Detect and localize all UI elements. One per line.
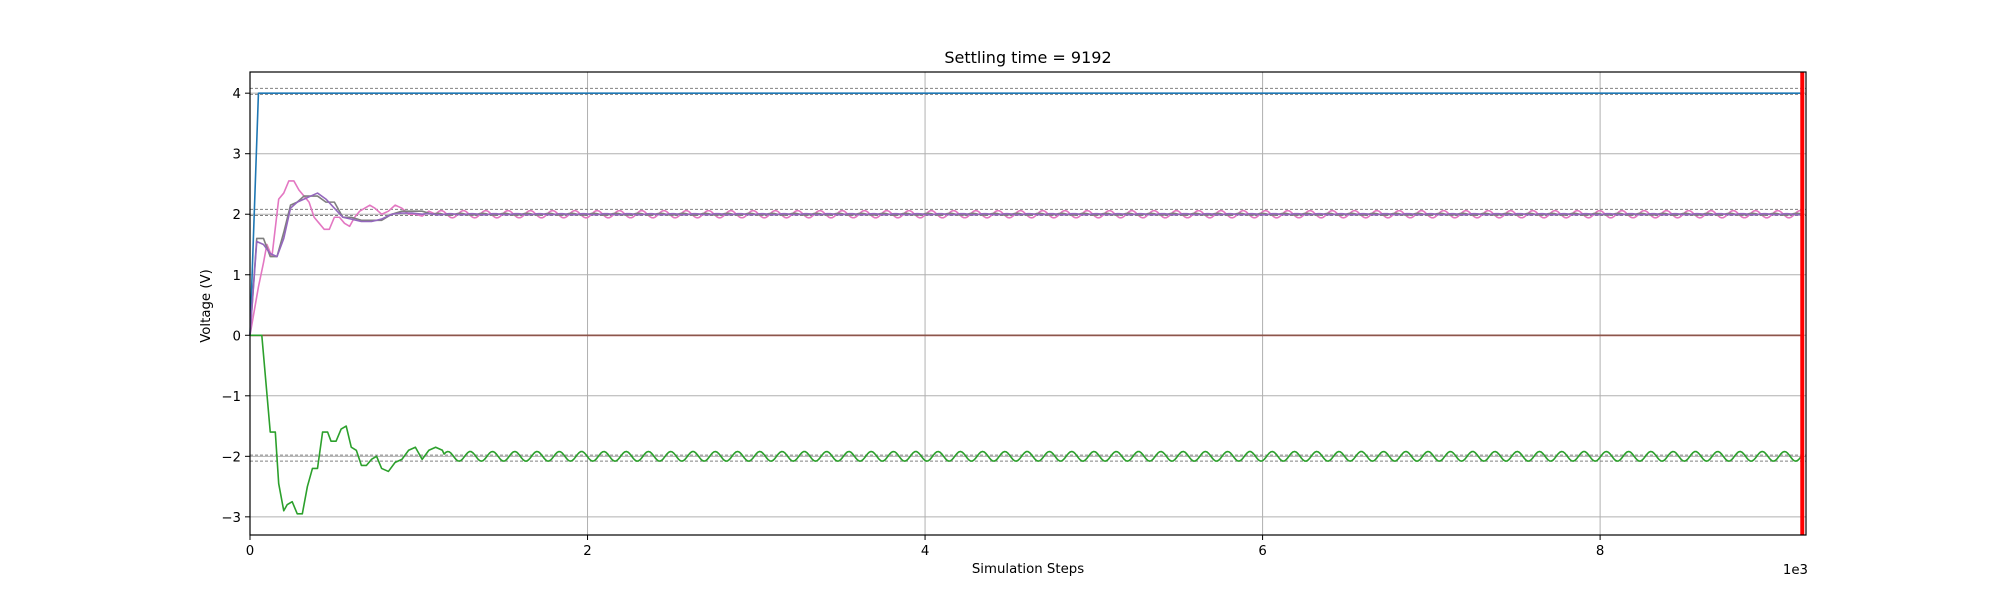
series-line-1 (249, 92, 1803, 336)
y-tick-label: 0 (233, 329, 241, 344)
y-tick-label: −1 (221, 390, 241, 405)
x-tick-label: 2 (583, 544, 591, 559)
y-tick-label: 1 (233, 269, 241, 284)
y-axis-label: Voltage (V) (199, 269, 214, 343)
series-line-7 (250, 334, 1804, 515)
y-tick-label: −2 (221, 450, 241, 465)
x-tick-label: 4 (921, 544, 929, 559)
y-tick-label: −3 (221, 511, 241, 526)
series-line-4 (249, 180, 1803, 336)
x-tick-label: 0 (246, 544, 254, 559)
y-tick-label: 2 (233, 208, 241, 223)
chart-title: Settling time = 9192 (944, 48, 1111, 67)
x-tick-label: 6 (1258, 544, 1266, 559)
axis-ticks: 0 2 4 6 8 −3 −2 −1 0 1 2 3 4 (221, 87, 1604, 559)
x-axis-offset-text: 1e3 (1783, 563, 1808, 578)
series-line-6 (249, 192, 1803, 336)
settling-time-marker (1800, 72, 1805, 535)
x-axis-label: Simulation Steps (972, 562, 1084, 577)
plot-frame (249, 71, 1807, 536)
x-tick-label: 8 (1596, 544, 1604, 559)
series-lines (249, 92, 1804, 515)
settling-marker-group (1800, 72, 1805, 535)
y-tick-label: 4 (233, 87, 241, 102)
y-tick-label: 3 (233, 148, 241, 163)
